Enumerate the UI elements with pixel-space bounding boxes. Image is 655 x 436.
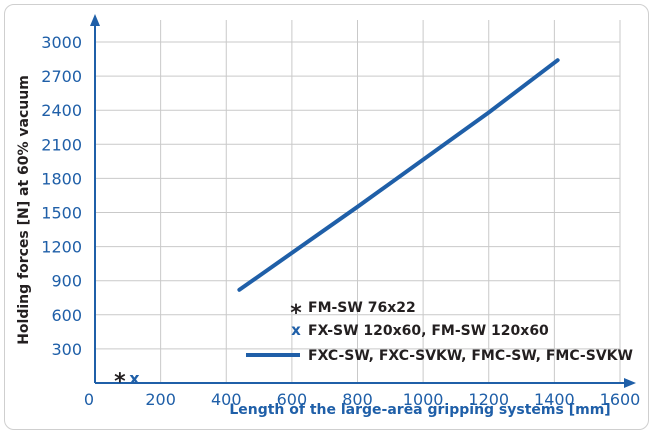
legend-label: FX-SW 120x60, FM-SW 120x60	[308, 323, 549, 339]
y-tick-label: 3000	[41, 33, 82, 52]
x-tick-label: 400	[211, 390, 242, 409]
asterisk-marker: *	[114, 369, 126, 394]
x-tick-label: 0	[84, 390, 94, 409]
y-tick-label: 900	[51, 272, 82, 291]
y-tick-label: 1800	[41, 169, 82, 188]
y-tick-labels: 300 600 900 1200 1500 1800 2100 2400 2700 3000	[41, 33, 82, 359]
y-tick-label: 1200	[41, 238, 82, 257]
y-tick-label: 2400	[41, 101, 82, 120]
x-tick-label: 800	[342, 390, 373, 409]
series: * x	[114, 58, 560, 394]
legend-label: FM-SW 76x22	[308, 300, 416, 316]
y-tick-label: 2700	[41, 67, 82, 86]
axes	[90, 14, 636, 388]
x-tick-labels: 0 200 400 600 800 1000 1200 1400 1600	[84, 390, 640, 409]
y-axis-arrow	[90, 14, 100, 26]
x-axis-title: Length of the large-area gripping system…	[229, 402, 610, 418]
legend-x-marker: x	[291, 321, 301, 339]
y-tick-label: 2100	[41, 135, 82, 154]
x-marker: x	[129, 369, 140, 388]
x-tick-label: 200	[145, 390, 176, 409]
y-tick-label: 300	[51, 340, 82, 359]
grid	[95, 20, 621, 383]
x-tick-label: 600	[277, 390, 308, 409]
x-tick-label: 1000	[403, 390, 444, 409]
chart-frame	[4, 4, 649, 430]
series-line	[237, 58, 560, 292]
x-axis-arrow	[624, 378, 636, 388]
x-tick-label: 1400	[534, 390, 575, 409]
y-tick-label: 1500	[41, 204, 82, 223]
x-tick-label: 1200	[468, 390, 509, 409]
legend: * FM-SW 76x22 x FX-SW 120x60, FM-SW 120x60 F…	[246, 300, 633, 364]
y-axis-title: Holding forces [N] at 60% vacuum	[16, 75, 32, 345]
legend-label: FXC-SW, FXC-SVKW, FMC-SW, FMC-SVKW	[308, 348, 633, 364]
y-tick-label: 600	[51, 306, 82, 325]
x-tick-label: 1600	[600, 390, 641, 409]
legend-asterisk-marker: *	[290, 301, 302, 326]
